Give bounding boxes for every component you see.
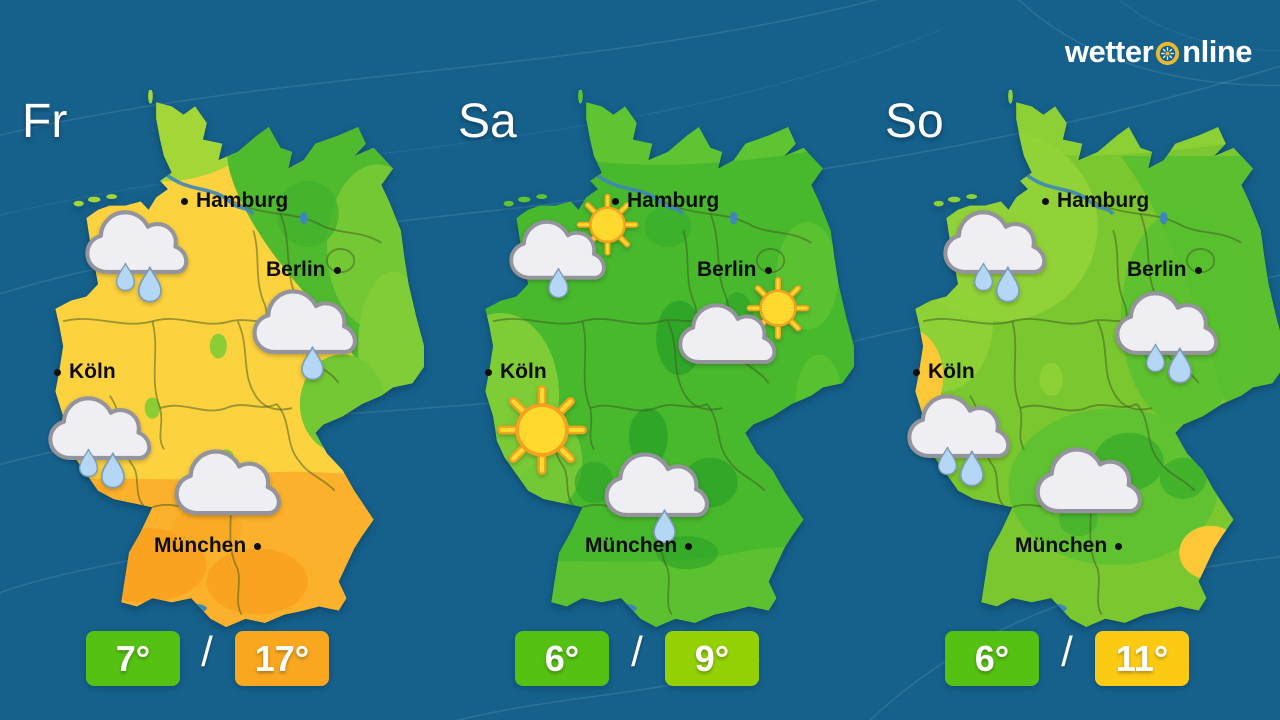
city-label-hamburg: Hamburg (181, 189, 288, 213)
germany-map-sunday (915, 90, 1280, 627)
cloud-rain-icon (81, 206, 193, 303)
city-label-berlin: Berlin (697, 258, 772, 282)
sun-logo-icon (1156, 41, 1180, 66)
city-label-berlin: Berlin (266, 258, 341, 282)
city-dot (254, 542, 262, 550)
brand-logo: wetter nline (1064, 34, 1253, 70)
city-label-hamburg: Hamburg (612, 189, 719, 213)
city-label-muenchen: München (1015, 534, 1123, 558)
temp-separator: / (201, 628, 213, 675)
day-label-fr: Fr (22, 95, 68, 148)
cloud-rain-icon (903, 390, 1015, 487)
cloud-rain-icon (250, 285, 360, 381)
temp-separator: / (1061, 628, 1073, 675)
cloud-icon (1033, 443, 1145, 518)
sun-icon (496, 384, 588, 476)
min-temp-badge: 7° (86, 631, 180, 686)
city-label-koeln: Köln (913, 360, 975, 384)
city-label-hamburg: Hamburg (1042, 189, 1149, 213)
city-dot (1115, 542, 1123, 550)
cloud-rain-icon (44, 392, 156, 489)
city-label-muenchen: München (154, 534, 262, 558)
city-dot (685, 542, 693, 550)
city-dot (1194, 266, 1202, 274)
city-dot (54, 368, 61, 376)
cloud-rain-icon (1111, 287, 1223, 384)
day-label-so: So (885, 95, 944, 148)
city-label-koeln: Köln (54, 360, 116, 384)
city-dot (485, 368, 492, 376)
logo-text-wetter: wetter (1064, 34, 1154, 69)
city-dot (333, 266, 341, 274)
min-temp-badge: 6° (515, 631, 609, 686)
germany-map-friday (55, 90, 424, 627)
city-dot (181, 197, 188, 205)
city-label-berlin: Berlin (1127, 258, 1202, 282)
logo-text-nline: nline (1182, 34, 1252, 69)
city-label-muenchen: München (585, 534, 693, 558)
max-temp-badge: 11° (1095, 631, 1189, 686)
temp-separator: / (631, 628, 643, 675)
min-temp-badge: 6° (945, 631, 1039, 686)
cloud-icon (172, 445, 284, 520)
cloud-rain-icon (939, 206, 1051, 303)
sun-cloud-icon (678, 276, 812, 364)
max-temp-badge: 17° (235, 631, 329, 686)
city-dot (1042, 197, 1049, 205)
max-temp-badge: 9° (665, 631, 759, 686)
city-dot (913, 368, 920, 376)
city-label-koeln: Köln (485, 360, 547, 384)
city-dot (612, 197, 619, 205)
day-label-sa: Sa (458, 95, 517, 148)
city-dot (764, 266, 772, 274)
